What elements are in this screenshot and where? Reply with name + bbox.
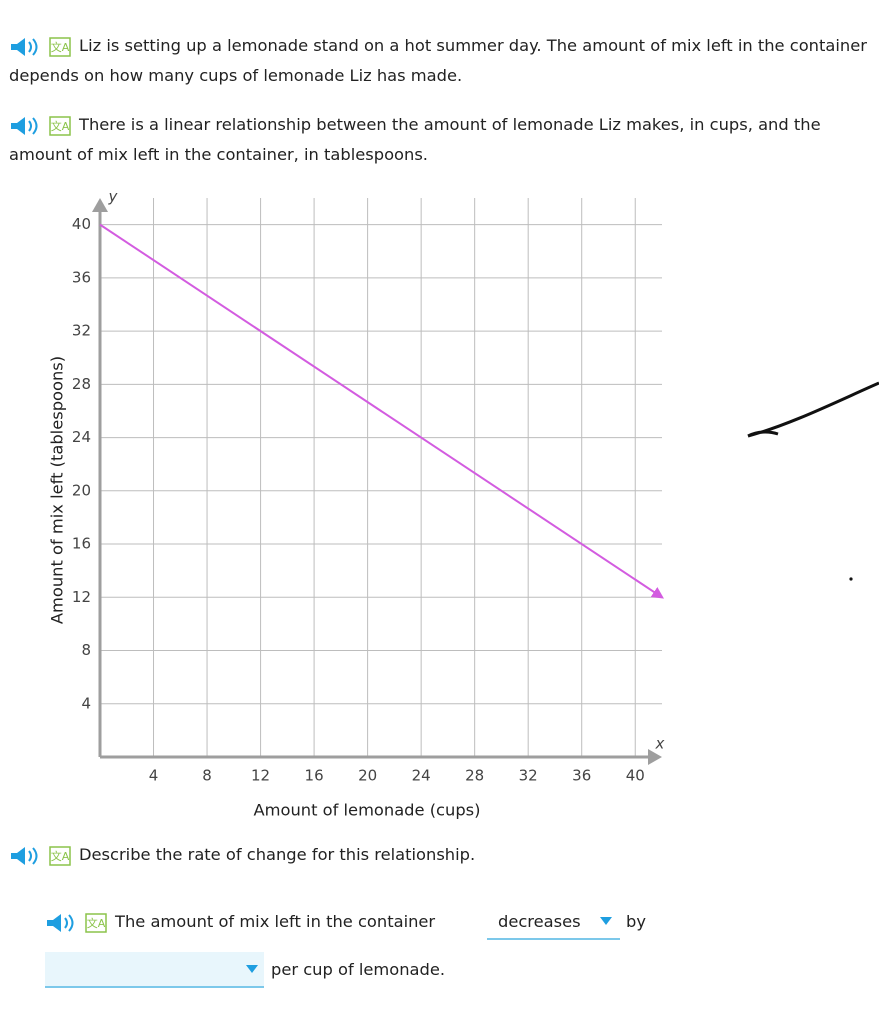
speaker-icon[interactable] [9, 36, 41, 58]
paragraph: 文A Liz is setting up a lemonade stand on … [9, 31, 869, 91]
translate-icon[interactable]: 文A [47, 115, 73, 137]
x-tick-label: 32 [519, 767, 538, 785]
speaker-icon[interactable] [9, 845, 41, 867]
y-tick-label: 20 [72, 481, 91, 499]
y-tick-label: 16 [72, 535, 91, 553]
translate-icon[interactable]: 文A [47, 36, 73, 58]
paragraph: 文A There is a linear relationship between… [9, 110, 869, 170]
paragraph-text: Liz is setting up a lemonade stand on a … [9, 36, 867, 85]
dropdown-arrow [246, 965, 258, 973]
svg-text:文A: 文A [87, 916, 106, 930]
y-tick-label: 12 [72, 588, 91, 606]
x-tick-label: 24 [412, 767, 431, 785]
dropdown[interactable] [45, 952, 264, 988]
y-axis-arrow [92, 198, 108, 212]
answer-line: 文A The amount of mix left in the containe… [45, 907, 435, 937]
x-axis-name: x [655, 735, 665, 753]
x-tick-label: 4 [149, 767, 159, 785]
question: 文A Describe the rate of change for this r… [9, 840, 475, 870]
answer-text: by [626, 912, 646, 931]
x-tick-label: 28 [465, 767, 484, 785]
answer-text: The amount of mix left in the container [115, 912, 436, 931]
x-tick-label: 36 [572, 767, 591, 785]
dropdown-arrow [600, 917, 612, 925]
speaker-icon[interactable] [45, 912, 77, 934]
x-tick-label: 16 [305, 767, 324, 785]
translate-icon[interactable]: 文A [83, 912, 109, 934]
y-tick-label: 32 [72, 322, 91, 340]
x-axis-arrow [648, 749, 662, 765]
svg-text:文A: 文A [51, 849, 70, 863]
pen-dot [849, 577, 853, 581]
translate-icon[interactable]: 文A [47, 845, 73, 867]
y-tick-label: 4 [81, 694, 91, 712]
pen-scribble [747, 381, 879, 438]
x-tick-label: 40 [626, 767, 645, 785]
svg-text:文A: 文A [51, 119, 70, 133]
y-axis-title: Amount of mix left (tablespoons) [48, 356, 67, 624]
data-line [99, 223, 665, 599]
answer-text: per cup of lemonade. [271, 960, 446, 979]
y-tick-label: 24 [72, 428, 91, 446]
y-tick-label: 28 [72, 375, 91, 393]
paragraph-text: There is a linear relationship between t… [9, 115, 821, 164]
y-tick-label: 40 [72, 215, 91, 233]
x-tick-label: 20 [358, 767, 377, 785]
y-axis-name: y [108, 188, 119, 206]
dropdown-value: decreases [498, 912, 581, 931]
dropdown[interactable]: decreases [487, 904, 620, 940]
x-tick-label: 8 [202, 767, 212, 785]
svg-text:文A: 文A [51, 40, 70, 54]
y-tick-label: 36 [72, 268, 91, 286]
x-tick-label: 12 [251, 767, 270, 785]
y-tick-label: 8 [81, 641, 91, 659]
x-axis-title: Amount of lemonade (cups) [254, 801, 481, 820]
speaker-icon[interactable] [9, 115, 41, 137]
question-text: Describe the rate of change for this rel… [79, 845, 476, 864]
